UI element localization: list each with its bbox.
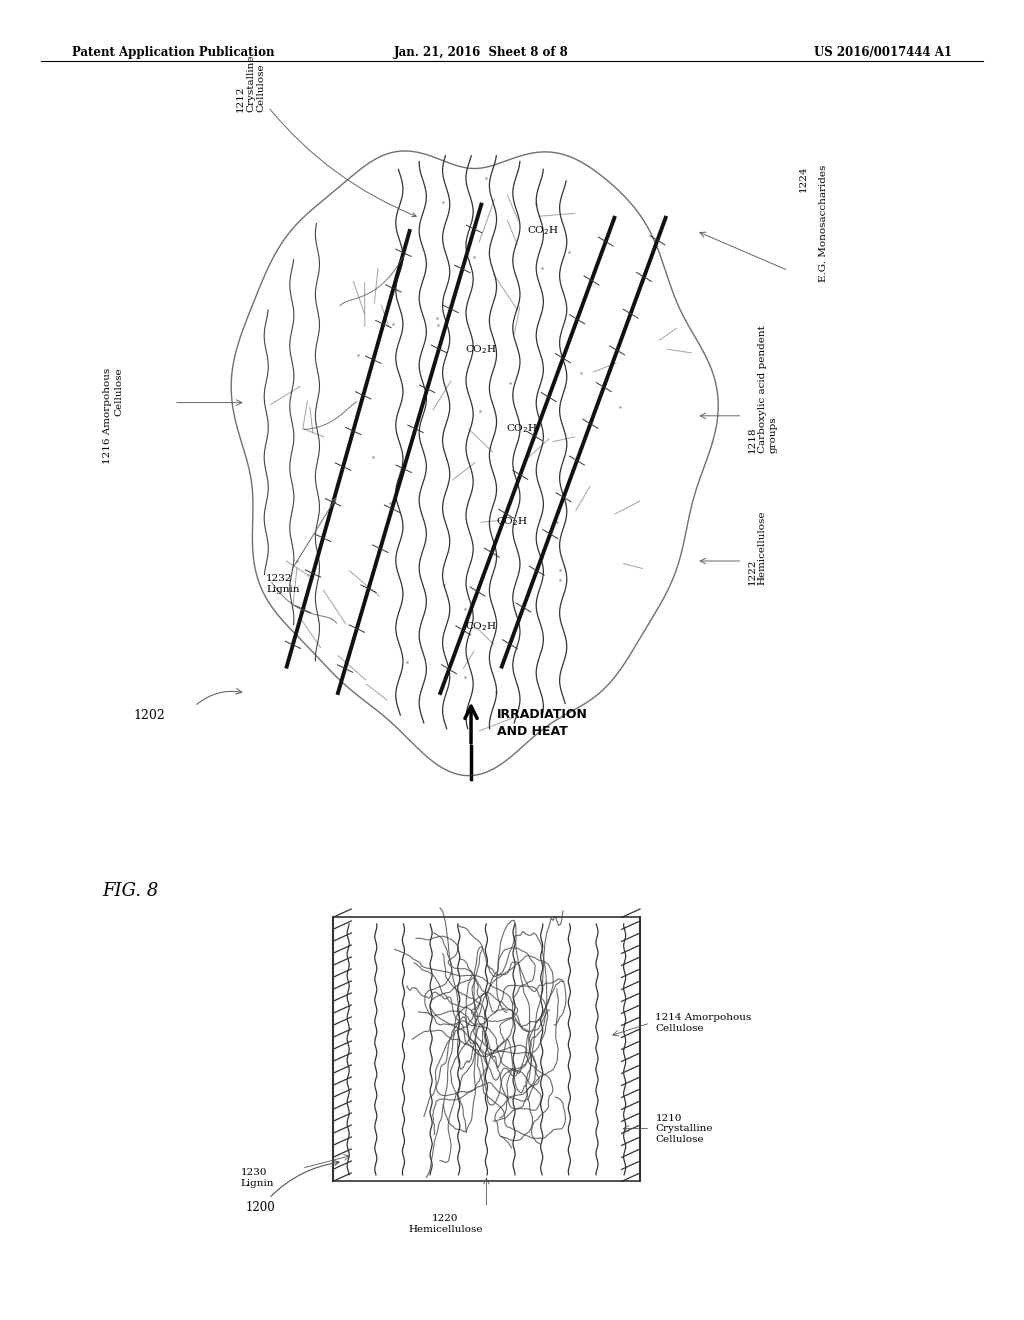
Text: US 2016/0017444 A1: US 2016/0017444 A1 (814, 46, 952, 59)
Text: 1212
Crystalline
Cellulose: 1212 Crystalline Cellulose (236, 54, 417, 216)
Text: E.G. Monosaccharides: E.G. Monosaccharides (819, 165, 828, 282)
Text: 1200: 1200 (246, 1160, 339, 1214)
Text: 1220
Hemicellulose: 1220 Hemicellulose (409, 1214, 482, 1234)
Text: Jan. 21, 2016  Sheet 8 of 8: Jan. 21, 2016 Sheet 8 of 8 (394, 46, 568, 59)
Text: 1202: 1202 (133, 709, 165, 722)
Text: Patent Application Publication: Patent Application Publication (72, 46, 274, 59)
Text: 1214 Amorpohous
Cellulose: 1214 Amorpohous Cellulose (655, 1014, 752, 1032)
Text: CO$_2$H: CO$_2$H (465, 343, 498, 356)
Text: IRRADIATION
AND HEAT: IRRADIATION AND HEAT (497, 708, 588, 738)
Text: 1224: 1224 (799, 165, 808, 191)
Text: CO$_2$H: CO$_2$H (496, 515, 528, 528)
Text: 1230
Lignin: 1230 Lignin (241, 1168, 274, 1188)
Text: CO$_2$H: CO$_2$H (506, 422, 539, 436)
Text: 1210
Crystalline
Cellulose: 1210 Crystalline Cellulose (655, 1114, 713, 1143)
Text: 1218
Carboxylic acid pendent
groups: 1218 Carboxylic acid pendent groups (748, 326, 777, 453)
Text: 1216 Amorpohous
Cellulose: 1216 Amorpohous Cellulose (103, 368, 123, 463)
Text: 1222
Hemicellulose: 1222 Hemicellulose (748, 511, 767, 585)
Text: CO$_2$H: CO$_2$H (465, 620, 498, 634)
Text: CO$_2$H: CO$_2$H (526, 224, 559, 238)
Text: FIG. 8: FIG. 8 (102, 882, 159, 900)
Text: 1232
Lignin: 1232 Lignin (266, 498, 336, 594)
